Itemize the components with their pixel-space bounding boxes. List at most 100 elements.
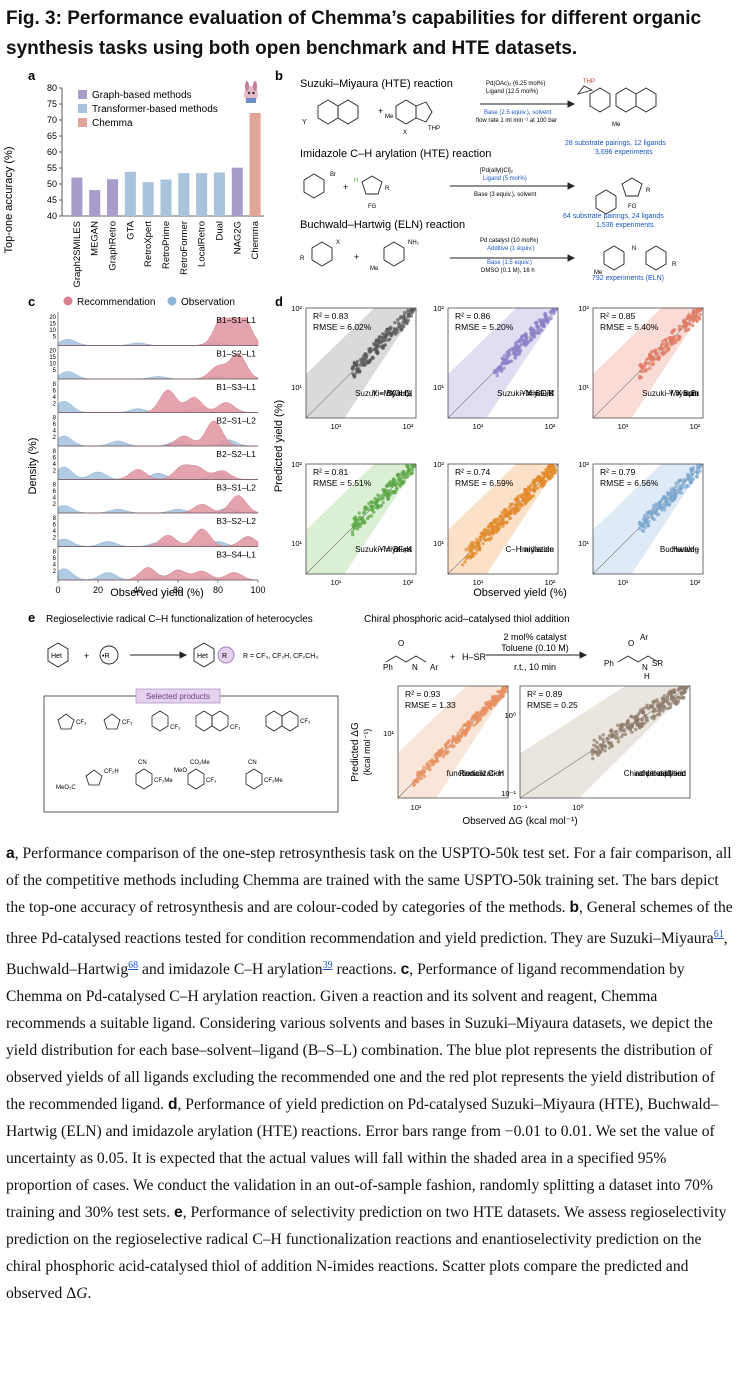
data-point bbox=[476, 719, 480, 723]
data-point bbox=[496, 690, 501, 694]
data-point bbox=[502, 360, 506, 364]
data-point bbox=[507, 350, 511, 355]
plot-frame bbox=[447, 463, 559, 575]
data-point bbox=[488, 704, 492, 708]
plot-frame bbox=[519, 685, 691, 799]
data-point bbox=[676, 699, 681, 703]
data-point bbox=[682, 318, 686, 323]
data-point bbox=[415, 779, 420, 784]
data-point bbox=[656, 513, 660, 517]
panel-d-ylabel: Predicted yield (%) bbox=[273, 400, 285, 492]
data-point bbox=[689, 472, 694, 476]
r2-label: R² = 0.81 bbox=[313, 467, 348, 477]
data-point bbox=[666, 706, 670, 711]
row-tick-label: 8 bbox=[53, 382, 57, 388]
data-point bbox=[456, 731, 460, 735]
data-point bbox=[506, 361, 511, 365]
bar-category-label: NAG2G bbox=[232, 221, 243, 254]
data-point bbox=[599, 744, 603, 748]
selected-products-tag bbox=[135, 688, 221, 704]
data-point bbox=[373, 501, 378, 506]
tick-label: 10¹ bbox=[618, 422, 629, 431]
bar-chart-categories: Graph2SMILES MEGAN GraphRetro GTA RetroXpert… bbox=[72, 220, 261, 287]
data-point bbox=[398, 316, 402, 320]
data-point bbox=[688, 481, 693, 485]
panel-e-ylabel1: Predicted ΔG bbox=[350, 722, 361, 782]
suzuki-me: Me bbox=[385, 114, 394, 120]
row-tick-label: 2 bbox=[53, 569, 57, 575]
data-point bbox=[601, 737, 605, 741]
suzuki-cond4: flow rate 1 ml min⁻¹ at 100 bar bbox=[476, 118, 557, 124]
data-point bbox=[674, 340, 678, 344]
tick-label: 10¹ bbox=[473, 422, 484, 431]
data-point bbox=[517, 339, 522, 344]
data-point bbox=[491, 532, 496, 536]
imid-prod-fg: FG bbox=[628, 204, 637, 210]
y-tick-label: 10¹ bbox=[383, 729, 394, 738]
r2-label: R² = 0.89 bbox=[527, 689, 562, 699]
data-point bbox=[551, 471, 555, 476]
bar bbox=[249, 112, 261, 216]
data-point bbox=[637, 376, 642, 380]
suzuki-plus: + bbox=[378, 106, 383, 116]
plot-annotation: Y = B(OH)₂ bbox=[372, 389, 412, 398]
plot-annotation: X = I bbox=[395, 545, 412, 554]
data-point bbox=[350, 530, 355, 534]
data-point bbox=[670, 697, 674, 701]
data-point bbox=[652, 517, 656, 522]
data-point bbox=[504, 507, 508, 512]
plot-annotation: X = Cl bbox=[390, 389, 412, 398]
imid-cond1: [Pd(allyl)Cl]₂ bbox=[480, 168, 514, 174]
plot-annotation: Suzuki–Miyaura bbox=[355, 389, 412, 398]
y-tick-label: 10¹ bbox=[291, 383, 302, 392]
imid-br: Br bbox=[330, 172, 336, 178]
data-point bbox=[474, 544, 479, 548]
data-point bbox=[639, 364, 643, 369]
r2-label: R² = 0.83 bbox=[313, 311, 348, 321]
data-point bbox=[650, 359, 655, 363]
imidazole-scheme bbox=[303, 173, 643, 215]
data-point bbox=[470, 544, 475, 548]
row-label: B1–S1–L1 bbox=[216, 315, 256, 325]
plot-frame bbox=[592, 307, 704, 419]
data-point bbox=[511, 349, 515, 353]
data-point bbox=[666, 692, 670, 697]
panel-a-letter: a bbox=[28, 68, 36, 83]
data-point bbox=[696, 466, 700, 471]
plot-annotation: Chiral phosphoric bbox=[624, 769, 686, 778]
data-point bbox=[681, 696, 685, 700]
data-point bbox=[365, 360, 370, 365]
plot-frame bbox=[305, 307, 417, 419]
data-point bbox=[552, 311, 556, 315]
data-point bbox=[698, 308, 702, 312]
bar-category-label: Graph2SMILES bbox=[72, 221, 83, 288]
row-tick-label: 8 bbox=[53, 416, 57, 422]
plot-frame bbox=[592, 463, 704, 575]
tick-label: 10¹ bbox=[331, 422, 342, 431]
data-point bbox=[672, 689, 676, 694]
bh-nh2: NH₂ bbox=[408, 240, 420, 246]
buchwald-scheme bbox=[311, 241, 667, 271]
data-point bbox=[590, 752, 595, 756]
data-point bbox=[621, 732, 625, 737]
data-point bbox=[499, 521, 503, 526]
data-point bbox=[643, 714, 647, 719]
data-point bbox=[495, 521, 500, 525]
data-point bbox=[536, 331, 541, 335]
data-point bbox=[380, 340, 384, 344]
data-point bbox=[658, 703, 663, 708]
data-point bbox=[376, 493, 380, 497]
y-tick-label: 40 bbox=[47, 211, 57, 221]
thiol-prod-sr: SR bbox=[652, 659, 663, 668]
data-point bbox=[478, 716, 482, 721]
data-point bbox=[475, 548, 479, 552]
data-point bbox=[372, 343, 376, 347]
data-point bbox=[620, 725, 624, 729]
data-point bbox=[545, 469, 550, 474]
row-tick-label: 8 bbox=[53, 483, 57, 489]
data-point bbox=[357, 511, 361, 515]
data-point bbox=[592, 738, 596, 742]
data-point bbox=[402, 315, 406, 319]
y-tick-label: 10¹ bbox=[433, 539, 444, 548]
bh-prod-r: R bbox=[672, 262, 677, 268]
